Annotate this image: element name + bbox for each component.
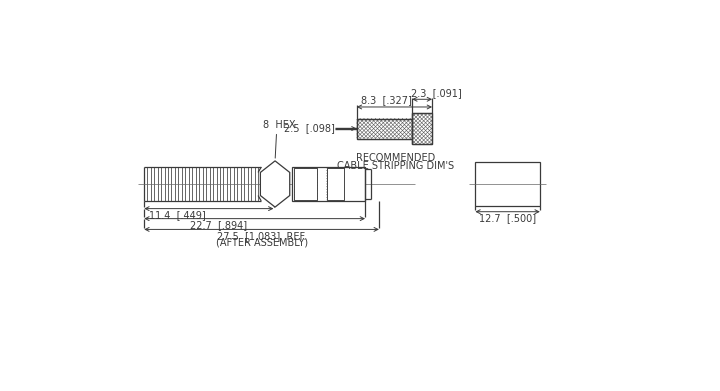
Bar — [292, 167, 365, 201]
Bar — [412, 113, 432, 144]
Bar — [327, 168, 343, 200]
Text: 8.3  [.327]: 8.3 [.327] — [361, 95, 411, 106]
Text: 2.3  [.091]: 2.3 [.091] — [410, 88, 462, 98]
Polygon shape — [261, 161, 289, 207]
Text: 11.4  [.449]: 11.4 [.449] — [149, 210, 205, 220]
Bar — [356, 118, 412, 138]
Bar — [294, 168, 318, 200]
Text: (AFTER ASSEMBLY): (AFTER ASSEMBLY) — [215, 238, 307, 248]
Text: 8  HEX: 8 HEX — [263, 120, 295, 130]
Bar — [327, 168, 343, 200]
Text: 2.5  [.098]: 2.5 [.098] — [284, 124, 335, 134]
Bar — [356, 118, 412, 138]
Text: 27.5  [1.083]  REF.: 27.5 [1.083] REF. — [217, 231, 306, 241]
Bar — [412, 113, 432, 144]
Text: 22.7  [.894]: 22.7 [.894] — [190, 220, 248, 230]
Text: CABLE STRIPPING DIM'S: CABLE STRIPPING DIM'S — [338, 161, 454, 171]
Text: 12.7  [.500]: 12.7 [.500] — [479, 213, 536, 223]
Text: RECOMMENDED: RECOMMENDED — [356, 153, 436, 163]
Bar — [475, 162, 540, 206]
Bar — [294, 168, 318, 200]
